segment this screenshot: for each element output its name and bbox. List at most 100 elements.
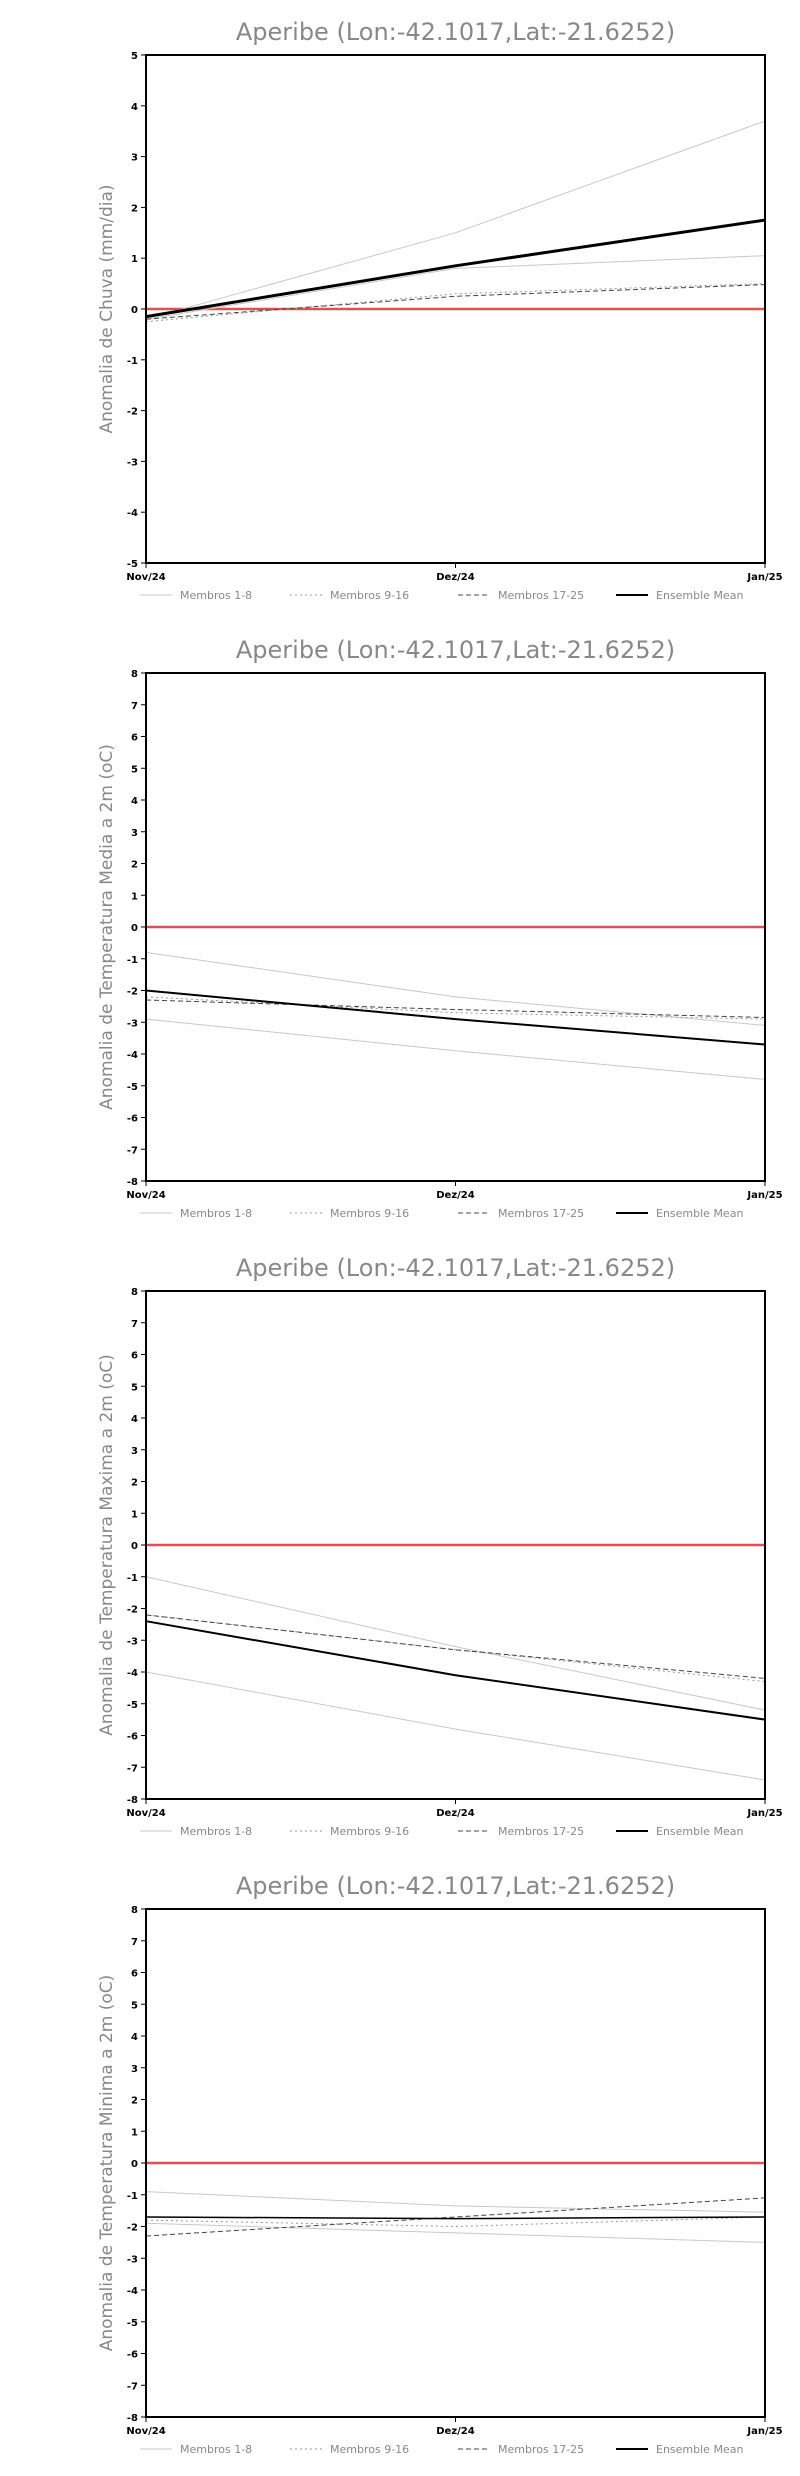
chart-panel: Aperibe (Lon:-42.1017,Lat:-21.6252) Anoma… [97,636,783,1220]
y-tick-label: -2 [127,407,138,418]
x-tick-label: Nov/24 [126,1808,165,1819]
x-tick-label: Nov/24 [126,2426,165,2437]
y-tick-label: -4 [127,1050,138,1061]
series-line [145,2197,766,2237]
y-tick-label: 2 [131,2096,138,2107]
y-tick-label: -4 [127,1668,138,1679]
y-tick-label: 4 [131,796,138,807]
legend-label: Ensemble Mean [656,1207,743,1220]
y-tick-label: 1 [131,1509,138,1520]
legend-label: Ensemble Mean [656,2443,743,2456]
y-tick-label: 8 [131,1287,138,1298]
y-axis-label: Anomalia de Temperatura Media a 2m (oC) [97,744,117,1110]
y-tick-label: 4 [131,102,138,113]
y-tick-label: -7 [127,2381,138,2392]
y-tick-label: 8 [131,1905,138,1916]
series-line [145,999,766,1018]
y-tick-label: -6 [127,1114,138,1125]
y-tick-label: -3 [127,2254,138,2265]
y-tick-label: 5 [131,2000,138,2011]
y-tick-label: 3 [131,2064,138,2075]
y-tick-label: 8 [131,669,138,680]
legend-label: Membros 9-16 [330,1207,409,1220]
y-tick-label: -5 [127,2318,138,2329]
x-tick-label: Dez/24 [436,1808,475,1819]
y-tick-label: 6 [131,1969,138,1980]
y-tick-label: -1 [127,955,138,966]
plot-frame [145,1908,766,2418]
y-tick-label: 0 [131,2159,138,2170]
y-tick-label: 7 [131,1937,138,1948]
y-axis-label: Anomalia de Temperatura Maxima a 2m (oC) [97,1354,117,1736]
x-tick-label: Dez/24 [436,1190,475,1201]
y-tick-label: -2 [127,2223,138,2234]
series-line [145,989,766,1046]
y-tick-label: 2 [131,860,138,871]
y-tick-label: 6 [131,1351,138,1362]
y-tick-label: 4 [131,1414,138,1425]
series-line [145,2216,766,2228]
series-line [145,1576,766,1711]
legend-label: Membros 1-8 [180,1207,252,1220]
x-tick-label: Nov/24 [126,572,165,583]
legend-label: Membros 9-16 [330,589,409,602]
legend-label: Membros 17-25 [498,589,584,602]
plot-frame [145,1290,766,1800]
y-tick-label: 0 [131,923,138,934]
y-tick-label: 0 [131,1541,138,1552]
series-line [145,2222,766,2243]
x-tick-label: Dez/24 [436,572,475,583]
chart-panel: Aperibe (Lon:-42.1017,Lat:-21.6252) Anoma… [97,1872,783,2456]
series-line [145,1671,766,1781]
y-tick-label: -5 [127,1082,138,1093]
x-tick-label: Dez/24 [436,2426,475,2437]
y-tick-label: 1 [131,254,138,265]
y-tick-label: 2 [131,1478,138,1489]
y-tick-label: 5 [131,51,138,62]
series-line [145,1620,766,1721]
plot-frame [145,54,766,564]
y-tick-label: 3 [131,1446,138,1457]
y-tick-label: -2 [127,1605,138,1616]
legend-label: Membros 9-16 [330,1825,409,1838]
y-tick-label: 7 [131,1319,138,1330]
x-tick-label: Jan/25 [746,572,782,583]
chart-title: Aperibe (Lon:-42.1017,Lat:-21.6252) [236,636,675,664]
y-tick-label: -1 [127,1573,138,1584]
x-tick-label: Jan/25 [746,1808,782,1819]
chart-panel: Aperibe (Lon:-42.1017,Lat:-21.6252) Anoma… [97,18,783,602]
series-line [145,996,766,1020]
y-tick-label: -3 [127,457,138,468]
series-line [145,2216,766,2220]
y-tick-label: -1 [127,2191,138,2202]
chart-title: Aperibe (Lon:-42.1017,Lat:-21.6252) [236,1254,675,1282]
y-tick-label: -5 [127,559,138,570]
plot-frame [145,672,766,1182]
legend-label: Ensemble Mean [656,589,743,602]
y-tick-label: 0 [131,305,138,316]
y-tick-label: 3 [131,153,138,164]
legend-label: Membros 9-16 [330,2443,409,2456]
series-line [145,283,766,323]
chart-panel: Aperibe (Lon:-42.1017,Lat:-21.6252) Anoma… [97,1254,783,1838]
y-tick-label: -3 [127,1636,138,1647]
y-tick-label: 6 [131,733,138,744]
y-tick-label: -6 [127,2350,138,2361]
y-tick-label: 7 [131,701,138,712]
x-tick-label: Nov/24 [126,1190,165,1201]
y-tick-label: 1 [131,2127,138,2138]
y-tick-label: -8 [127,2413,138,2424]
y-tick-label: 3 [131,828,138,839]
series-line [145,218,766,319]
y-tick-label: 1 [131,891,138,902]
y-tick-label: -4 [127,2286,138,2297]
legend-label: Membros 1-8 [180,2443,252,2456]
y-tick-label: -7 [127,1145,138,1156]
y-tick-label: -7 [127,1763,138,1774]
y-tick-label: 5 [131,764,138,775]
y-tick-label: -5 [127,1700,138,1711]
y-tick-label: -1 [127,356,138,367]
legend-label: Membros 1-8 [180,1825,252,1838]
